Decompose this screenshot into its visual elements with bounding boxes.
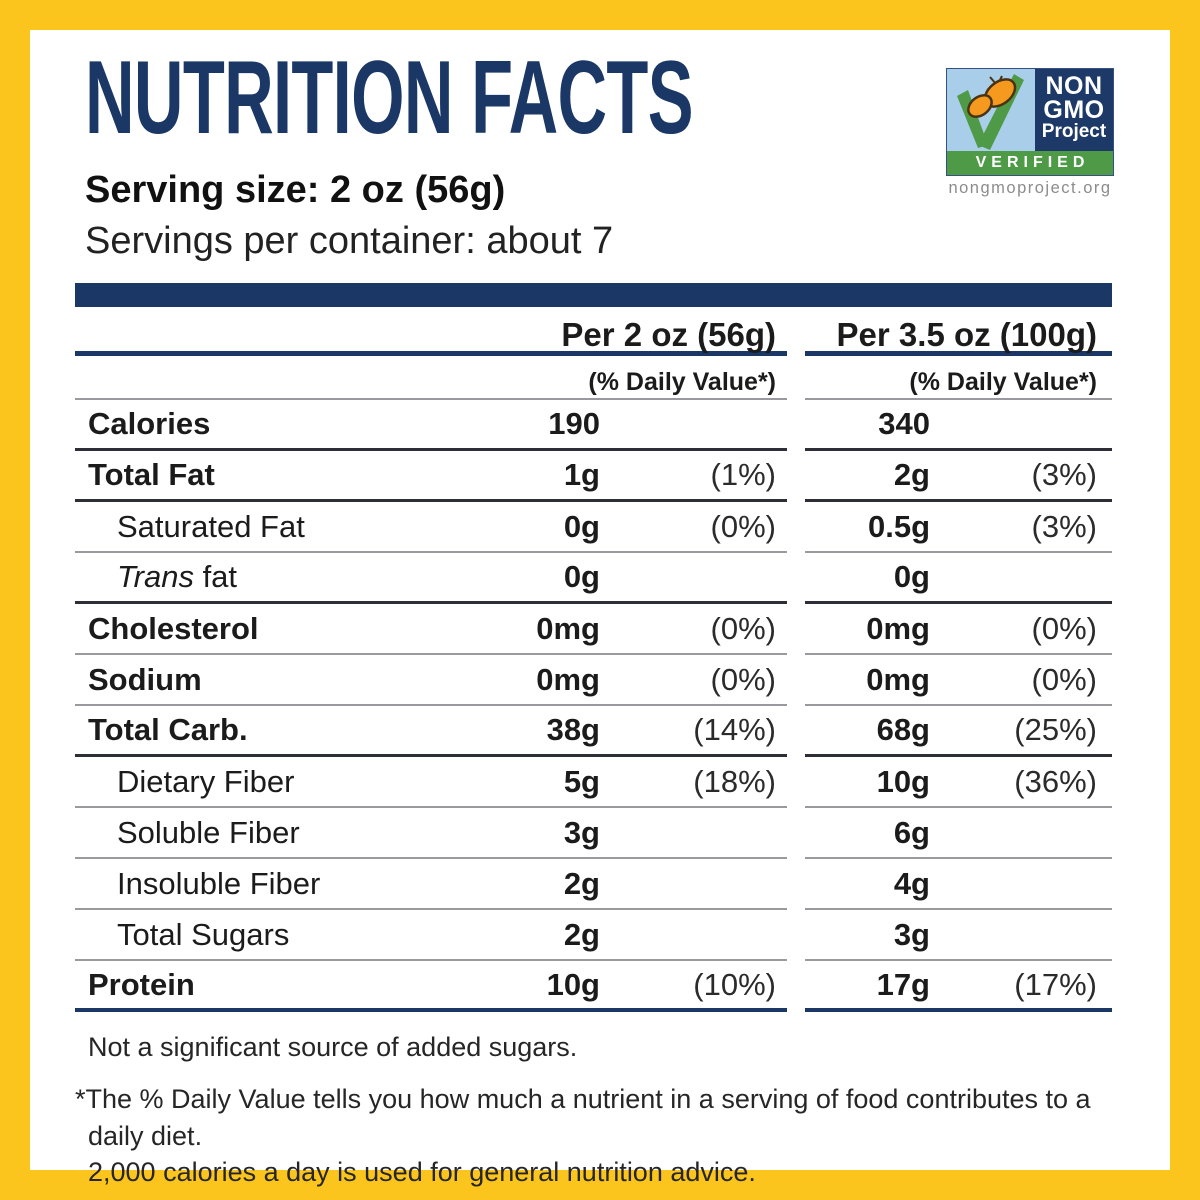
amount-cell: 6g bbox=[893, 814, 930, 850]
dv-cell: (0%) bbox=[710, 661, 776, 697]
dv-cell: (17%) bbox=[1014, 966, 1097, 1002]
amount-cell: 10g bbox=[876, 763, 930, 799]
dv-cell: (10%) bbox=[693, 966, 776, 1002]
table-row-dietary-fiber: Dietary Fiber 5g (18%) 10g (36%) bbox=[75, 757, 1112, 809]
table-row-calories: Calories 190 340 bbox=[75, 400, 1112, 452]
row-label: Insoluble Fiber bbox=[117, 865, 321, 901]
daily-value-note-row: (% Daily Value*) (% Daily Value*) bbox=[75, 356, 1112, 401]
label-sheet: NON GMO Project VERIFIED nongmoproject.o… bbox=[30, 30, 1170, 1187]
non-gmo-badge-box: NON GMO Project VERIFIED bbox=[946, 68, 1114, 176]
dv-cell: (3%) bbox=[1031, 508, 1097, 544]
dv-cell: (3%) bbox=[1031, 457, 1097, 493]
amount-cell: 2g bbox=[893, 457, 930, 493]
dv-cell: (0%) bbox=[710, 508, 776, 544]
nongmo-url: nongmoproject.org bbox=[948, 179, 1112, 197]
table-row-total-carb: Total Carb. 38g (14%) 68g (25%) bbox=[75, 706, 1112, 758]
table-row-sodium: Sodium 0mg (0%) 0mg (0%) bbox=[75, 655, 1112, 707]
table-row-cholesterol: Cholesterol 0mg (0%) 0mg (0%) bbox=[75, 604, 1112, 656]
amount-cell: 38g bbox=[546, 712, 600, 748]
daily-value-note-col1: (% Daily Value*) bbox=[75, 356, 787, 401]
verified-banner: VERIFIED bbox=[947, 151, 1113, 175]
dv-cell: (0%) bbox=[710, 610, 776, 646]
row-label: Calories bbox=[88, 406, 211, 442]
label-content: NUTRITION FACTS Serving size: 2 oz (56g)… bbox=[75, 30, 1112, 1191]
non-gmo-badge-text: NON GMO Project bbox=[1035, 69, 1113, 151]
amount-cell: 3g bbox=[563, 814, 600, 850]
amount-cell: 2g bbox=[563, 916, 600, 952]
daily-value-note-col2: (% Daily Value*) bbox=[805, 356, 1112, 401]
column-header-per-3-5oz: Per 3.5 oz (100g) bbox=[805, 307, 1112, 357]
amount-cell: 0g bbox=[893, 559, 930, 595]
dv-cell: (36%) bbox=[1014, 763, 1097, 799]
amount-cell: 2g bbox=[563, 865, 600, 901]
divider-bar bbox=[75, 283, 1112, 308]
amount-cell: 68g bbox=[876, 712, 930, 748]
row-label: Total Fat bbox=[88, 457, 215, 493]
amount-cell: 17g bbox=[876, 966, 930, 1002]
table-row-protein: Protein 10g (10%) 17g (17%) bbox=[75, 961, 1112, 1013]
amount-cell: 0g bbox=[563, 559, 600, 595]
badge-word-non: NON bbox=[1045, 72, 1103, 100]
row-label: Cholesterol bbox=[88, 610, 259, 646]
row-label: Saturated Fat bbox=[117, 508, 305, 544]
dv-cell: (25%) bbox=[1014, 712, 1097, 748]
dv-cell: (0%) bbox=[1031, 610, 1097, 646]
badge-word-gmo: GMO bbox=[1043, 96, 1105, 124]
non-gmo-badge: NON GMO Project VERIFIED nongmoproject.o… bbox=[946, 68, 1114, 198]
amount-cell: 4g bbox=[893, 865, 930, 901]
amount-cell: 190 bbox=[548, 406, 600, 442]
amount-cell: 340 bbox=[878, 406, 930, 442]
row-label: Dietary Fiber bbox=[117, 763, 295, 799]
amount-cell: 10g bbox=[546, 966, 600, 1002]
footnote-daily-value-line2: 2,000 calories a day is used for general… bbox=[88, 1157, 756, 1188]
row-label: Trans fat bbox=[117, 559, 238, 595]
amount-cell: 0mg bbox=[536, 661, 600, 697]
table-row-total-fat: Total Fat 1g (1%) 2g (3%) bbox=[75, 451, 1112, 503]
row-label: Total Sugars bbox=[117, 916, 290, 952]
footnote-daily-value-line1: *The % Daily Value tells you how much a … bbox=[75, 1084, 1091, 1151]
footnote-added-sugars: Not a significant source of added sugars… bbox=[88, 1032, 578, 1063]
table-row-soluble-fiber: Soluble Fiber 3g 6g bbox=[75, 808, 1112, 860]
row-label: Total Carb. bbox=[88, 712, 248, 748]
amount-cell: 0mg bbox=[866, 610, 930, 646]
dv-cell: (0%) bbox=[1031, 661, 1097, 697]
dv-cell: (1%) bbox=[710, 457, 776, 493]
amount-cell: 0.5g bbox=[867, 508, 930, 544]
footnote-daily-value: *The % Daily Value tells you how much a … bbox=[75, 1081, 1112, 1190]
dv-cell: (14%) bbox=[693, 712, 776, 748]
amount-cell: 3g bbox=[893, 916, 930, 952]
table-row-total-sugars: Total Sugars 2g 3g bbox=[75, 910, 1112, 962]
row-label: Sodium bbox=[88, 661, 202, 697]
amount-cell: 0mg bbox=[866, 661, 930, 697]
amount-cell: 1g bbox=[563, 457, 600, 493]
column-header-per-2oz: Per 2 oz (56g) bbox=[75, 307, 787, 357]
serving-size: Serving size: 2 oz (56g) bbox=[85, 169, 506, 212]
badge-word-project: Project bbox=[1041, 121, 1107, 142]
table-row-trans-fat: Trans fat 0g 0g bbox=[75, 553, 1112, 605]
servings-per-container: Servings per container: about 7 bbox=[85, 220, 614, 263]
table-header-row: Per 2 oz (56g) Per 3.5 oz (100g) bbox=[75, 307, 1112, 357]
table-row-insoluble-fiber: Insoluble Fiber 2g 4g bbox=[75, 859, 1112, 911]
amount-cell: 0g bbox=[563, 508, 600, 544]
row-label: Soluble Fiber bbox=[117, 814, 300, 850]
amount-cell: 5g bbox=[563, 763, 600, 799]
row-label: Protein bbox=[88, 966, 195, 1002]
butterfly-checkmark-icon bbox=[947, 69, 1035, 151]
amount-cell: 0mg bbox=[536, 610, 600, 646]
page-title: NUTRITION FACTS bbox=[85, 40, 693, 156]
dv-cell: (18%) bbox=[693, 763, 776, 799]
table-row-saturated-fat: Saturated Fat 0g (0%) 0.5g (3%) bbox=[75, 502, 1112, 554]
